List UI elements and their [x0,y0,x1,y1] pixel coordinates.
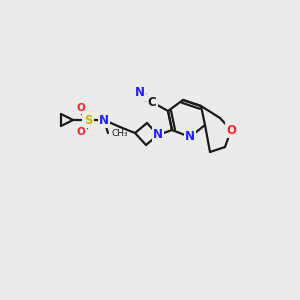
Text: CH₃: CH₃ [111,130,128,139]
Text: N: N [135,86,145,100]
Text: O: O [76,103,85,113]
Text: O: O [226,124,236,136]
Text: N: N [99,113,109,127]
Text: N: N [153,128,163,142]
Text: C: C [148,95,156,109]
Text: O: O [76,127,85,137]
Text: S: S [84,113,92,127]
Text: N: N [185,130,195,143]
